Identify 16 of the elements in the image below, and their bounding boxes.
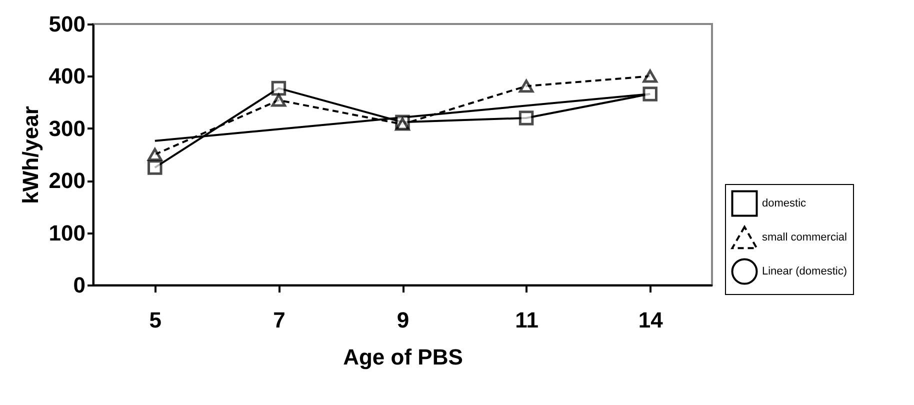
- y-tick-label: 200: [48, 168, 86, 194]
- y-tick-label: 0: [73, 272, 86, 298]
- x-tick-label: 5: [149, 308, 162, 332]
- y-tick-label: 300: [48, 116, 86, 141]
- x-tick-label: 9: [396, 308, 410, 332]
- x-axis-title: Age of PBS: [343, 344, 463, 370]
- y-axis-title: kWh/year: [18, 106, 43, 204]
- x-tick-label: 14: [638, 308, 664, 332]
- x-tick-label: 11: [515, 308, 538, 332]
- legend-label: domestic: [762, 198, 807, 210]
- legend-label: small commercial: [762, 232, 847, 244]
- legend-label: Linear (domestic): [762, 266, 847, 278]
- x-tick-label: 7: [273, 308, 286, 332]
- y-tick-label: 400: [48, 64, 86, 89]
- y-tick-label: 500: [48, 12, 86, 36]
- y-tick-label: 100: [48, 220, 86, 246]
